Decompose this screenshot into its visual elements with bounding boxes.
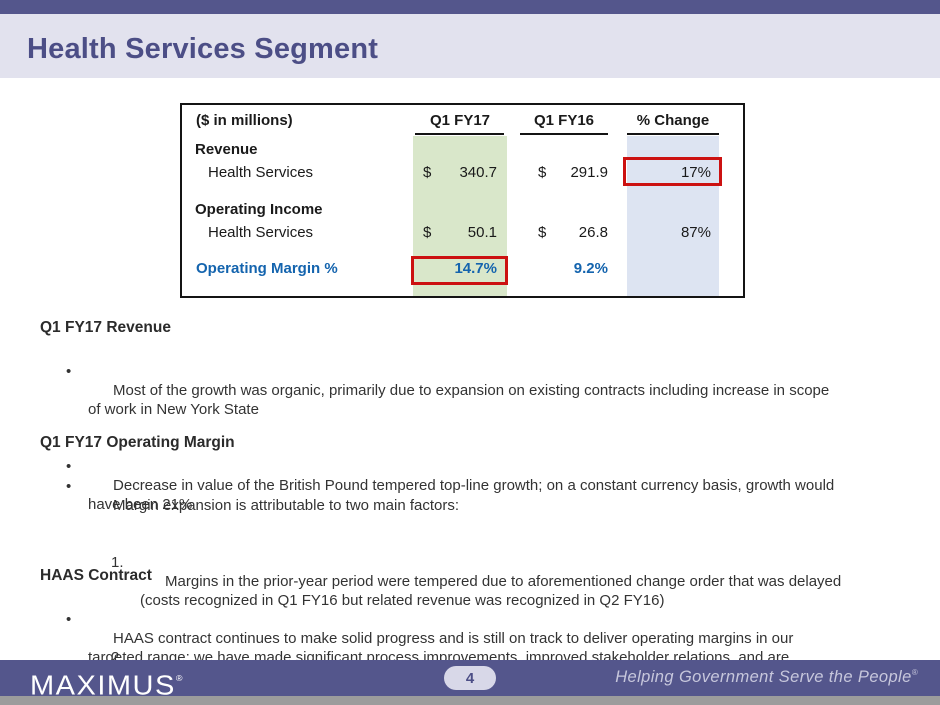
cell-margin-fy17: 14.7%: [454, 260, 497, 277]
header-underline-change: [627, 133, 719, 135]
table-row-operating-margin: Operating Margin % 14.7% 9.2%: [182, 259, 743, 279]
table-row-revenue-health-services: Health Services $ 340.7 $ 291.9 17%: [182, 163, 743, 183]
cell-margin-fy16: 9.2%: [573, 260, 608, 277]
registered-mark: ®: [175, 673, 183, 683]
bullet-item: • Margin expansion is attributable to tw…: [40, 458, 852, 534]
bullet-marker: •: [66, 363, 72, 380]
cell-oi-change: 87%: [680, 224, 711, 241]
value: 291.9: [570, 164, 608, 181]
table-row-operating-income-health-services: Health Services $ 50.1 $ 26.8 87%: [182, 223, 743, 243]
bullet-item: • Most of the growth was organic, primar…: [40, 343, 852, 438]
cell-oi-fy17: $ 50.1: [423, 223, 497, 243]
table-row-operating-income-header: Operating Income: [182, 200, 743, 220]
bullet-text: Decrease in value of the British Pound t…: [88, 477, 835, 513]
footer-tagline: Helping Government Serve the People®: [615, 668, 918, 687]
page-number-pill: 4: [444, 666, 496, 690]
numbered-text: Margins in the prior-year period were te…: [140, 573, 842, 609]
column-header-percent-change: % Change: [636, 112, 710, 129]
bullet-item: • Decrease in value of the British Pound…: [40, 438, 852, 533]
row-label: Health Services: [208, 224, 314, 241]
table-row-revenue-header: Revenue: [182, 140, 743, 160]
bullet-text: Most of the growth was organic, primaril…: [88, 382, 830, 418]
bullet-text: Margin expansion is attributable to two …: [113, 497, 460, 514]
header-underline-fy17: [415, 133, 504, 135]
operating-margin-label: Operating Margin %: [196, 260, 338, 277]
bullet-marker: •: [66, 458, 72, 475]
section-heading: Q1 FY17 Revenue: [40, 319, 171, 336]
bottom-gray-strip: [0, 696, 940, 705]
bullet-marker: •: [66, 478, 72, 495]
cell-revenue-change: 17%: [680, 164, 711, 181]
page-title: Health Services Segment: [27, 33, 379, 65]
currency-symbol: $: [423, 224, 432, 241]
financial-table: ($ in millions) Q1 FY17 Q1 FY16 % Change…: [180, 103, 745, 298]
value: 26.8: [578, 224, 608, 241]
page-number: 4: [465, 669, 475, 687]
section-heading: HAAS Contract: [40, 567, 152, 584]
registered-mark: ®: [911, 668, 918, 677]
footer-bar: MAXIMUS® 4 Helping Government Serve the …: [0, 660, 940, 701]
column-header-q1-fy17: Q1 FY17: [429, 112, 491, 129]
currency-symbol: $: [538, 164, 547, 181]
change-column-highlight: [627, 136, 719, 296]
title-band: Health Services Segment: [0, 14, 940, 78]
section-q1-fy17-revenue: Q1 FY17 Revenue • Most of the growth was…: [40, 318, 852, 533]
header-underline-fy16: [520, 133, 608, 135]
fy17-column-highlight: [413, 136, 507, 296]
table-unit-label: ($ in millions): [196, 112, 293, 129]
top-accent-bar: [0, 0, 940, 14]
currency-symbol: $: [538, 224, 547, 241]
bullet-marker: •: [66, 611, 72, 628]
tagline-text: Helping Government Serve the People: [615, 668, 912, 686]
value: 50.1: [467, 224, 497, 241]
value: 340.7: [459, 164, 497, 181]
group-header-revenue: Revenue: [195, 141, 258, 158]
currency-symbol: $: [423, 164, 432, 181]
section-heading: Q1 FY17 Operating Margin: [40, 434, 235, 451]
cell-revenue-fy17: $ 340.7: [423, 163, 497, 183]
column-header-q1-fy16: Q1 FY16: [533, 112, 595, 129]
cell-revenue-fy16: $ 291.9: [538, 163, 608, 183]
group-header-operating-income: Operating Income: [195, 201, 323, 218]
logo-text: MAXIMUS: [30, 670, 176, 701]
row-label: Health Services: [208, 164, 314, 181]
number-marker: 1.: [111, 554, 124, 571]
maximus-logo: MAXIMUS®: [30, 663, 182, 701]
numbered-item: 1. Margins in the prior-year period were…: [40, 534, 852, 629]
cell-oi-fy16: $ 26.8: [538, 223, 608, 243]
